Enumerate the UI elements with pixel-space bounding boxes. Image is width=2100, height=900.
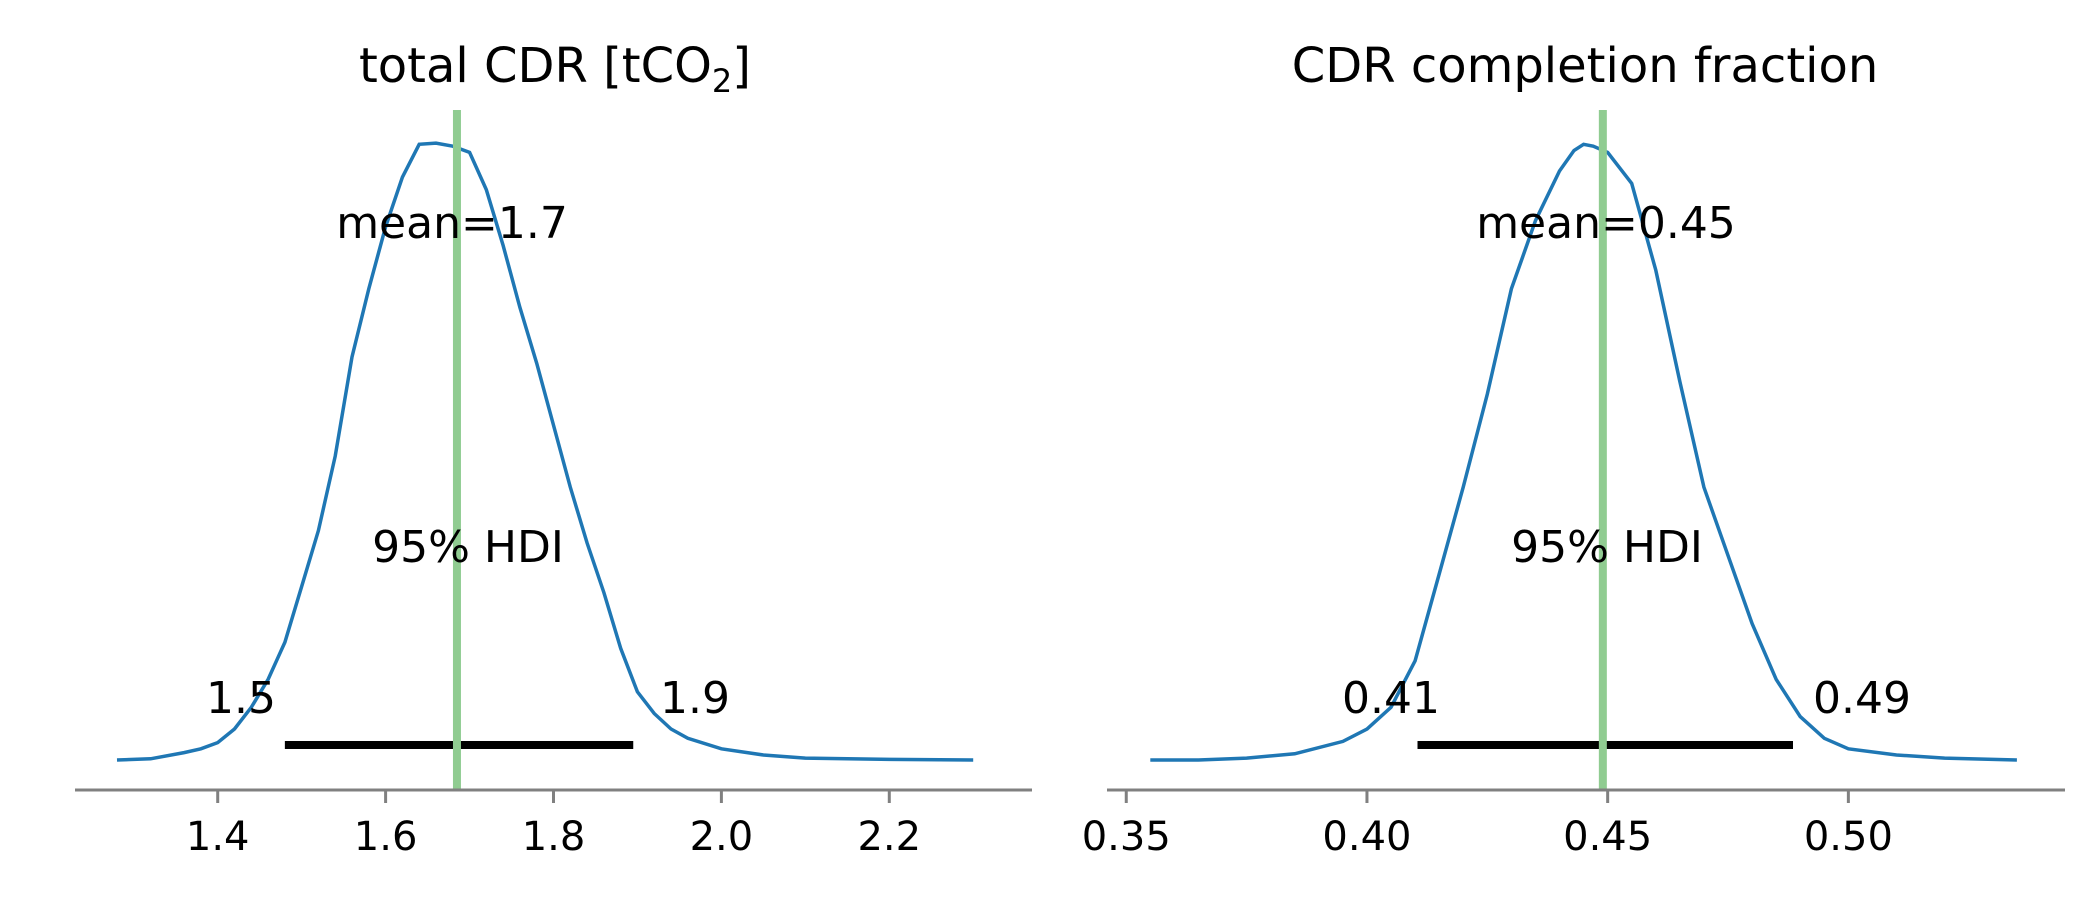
x-tick-label: 1.8 (522, 814, 586, 860)
mean-label: mean=1.7 (336, 198, 568, 249)
x-tick-label: 2.0 (690, 814, 754, 860)
hdi-label: 95% HDI (1511, 522, 1703, 573)
x-tick-label: 0.45 (1563, 814, 1652, 860)
hdi-high-label: 0.49 (1813, 673, 1911, 724)
x-tick-label: 0.40 (1322, 814, 1411, 860)
x-tick-label: 1.6 (354, 814, 418, 860)
hdi-low-label: 1.5 (206, 673, 276, 724)
hdi-high-label: 1.9 (660, 673, 730, 724)
x-tick-label: 0.50 (1804, 814, 1893, 860)
x-ticks: 1.4 1.6 1.8 2.0 2.2 (186, 790, 921, 860)
panel-cdr-completion: CDR completion fraction mean=0.45 95% HD… (1082, 38, 2065, 860)
x-tick-label: 2.2 (857, 814, 921, 860)
x-ticks: 0.35 0.40 0.45 0.50 (1082, 790, 1893, 860)
density-curve (1150, 142, 2017, 762)
panel-total-cdr: total CDR [tCO2] mean=1.7 95% HDI 1.5 1.… (75, 38, 1032, 860)
chart-title: CDR completion fraction (1292, 38, 1879, 94)
x-tick-label: 0.35 (1082, 814, 1171, 860)
mean-label: mean=0.45 (1476, 198, 1736, 249)
chart-title: total CDR [tCO2] (359, 38, 751, 100)
hdi-low-label: 0.41 (1342, 673, 1440, 724)
x-tick-label: 1.4 (186, 814, 250, 860)
density-curve (116, 141, 974, 762)
hdi-label: 95% HDI (372, 522, 564, 573)
